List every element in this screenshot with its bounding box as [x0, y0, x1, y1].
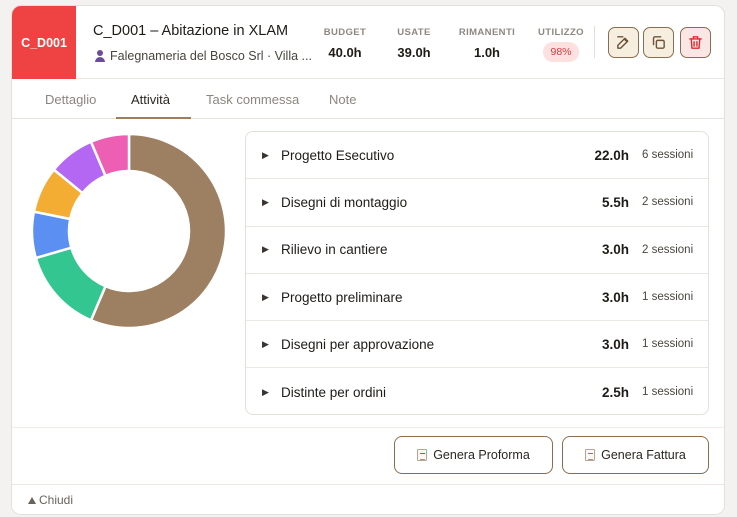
- person-icon: [94, 50, 106, 62]
- activity-sessions: 2 sessioni: [642, 243, 694, 256]
- hours-donut-chart: [30, 132, 228, 330]
- activity-sessions: 1 sessioni: [642, 338, 694, 351]
- activity-name: Progetto Esecutivo: [281, 147, 395, 163]
- activity-name: Rilievo in cantiere: [281, 242, 388, 258]
- donut-slice: [34, 246, 108, 322]
- activity-name: Distinte per ordini: [281, 384, 387, 400]
- activity-row[interactable]: ▶ Distinte per ordini 2.5h 1 sessioni: [246, 368, 708, 414]
- card-footer: Chiudi: [12, 484, 724, 514]
- budget-label: BUDGET: [323, 27, 367, 38]
- donut-slice: [89, 132, 131, 178]
- remaining-label: RIMANENTI: [458, 27, 516, 38]
- project-code-badge: C_D001: [12, 6, 76, 79]
- stat-used: USATE 39.0h: [388, 27, 440, 60]
- activity-name: Disegni di montaggio: [281, 194, 408, 210]
- document-icon: [585, 449, 596, 461]
- remaining-value: 1.0h: [473, 45, 500, 60]
- usage-label: UTILIZZO: [538, 27, 584, 38]
- activity-hours: 3.0h: [601, 336, 629, 352]
- generate-proforma-button[interactable]: Genera Proforma: [394, 436, 553, 474]
- edit-icon: [617, 36, 629, 49]
- collapse-button[interactable]: Chiudi: [28, 493, 73, 507]
- delete-button[interactable]: [680, 27, 711, 58]
- edit-button[interactable]: [608, 27, 639, 58]
- project-title: C_D001 – Abitazione in XLAM: [93, 23, 289, 39]
- activity-hours: 2.5h: [601, 384, 629, 400]
- tab-note[interactable]: Note: [329, 92, 357, 107]
- caret-right-icon: ▶: [262, 196, 269, 207]
- used-label: USATE: [397, 27, 431, 38]
- budget-value: 40.0h: [328, 45, 362, 60]
- document-icon: [417, 449, 428, 461]
- activity-sessions: 1 sessioni: [642, 386, 694, 399]
- activity-row[interactable]: ▶ Progetto preliminare 3.0h 1 sessioni: [246, 274, 708, 322]
- tab-bar: Dettaglio Attività Task commessa Note: [12, 79, 724, 119]
- generate-invoice-label: Genera Fattura: [601, 448, 686, 462]
- activity-row[interactable]: ▶ Progetto Esecutivo 22.0h 6 sessioni: [246, 132, 708, 180]
- caret-right-icon: ▶: [262, 291, 269, 302]
- duplicate-button[interactable]: [643, 27, 674, 58]
- tab-task-commessa[interactable]: Task commessa: [206, 92, 300, 107]
- stat-remaining: RIMANENTI 1.0h: [454, 27, 520, 60]
- stat-budget: BUDGET 40.0h: [319, 27, 371, 60]
- activity-list: ▶ Progetto Esecutivo 22.0h 6 sessioni ▶ Diseg…: [245, 131, 709, 415]
- caret-right-icon: ▶: [262, 338, 269, 349]
- activity-row[interactable]: ▶ Rilievo in cantiere 3.0h 2 sessioni: [246, 227, 708, 274]
- trash-icon: [689, 36, 702, 49]
- caret-right-icon: ▶: [262, 386, 269, 397]
- activity-name: Progetto preliminare: [281, 289, 403, 305]
- used-value: 39.0h: [397, 45, 431, 60]
- caret-right-icon: ▶: [262, 244, 269, 255]
- activity-hours: 5.5h: [601, 194, 629, 210]
- header-divider: [594, 26, 595, 58]
- copy-icon: [652, 36, 665, 49]
- activity-hours: 3.0h: [601, 289, 629, 305]
- collapse-label: Chiudi: [39, 493, 74, 507]
- tab-dettaglio[interactable]: Dettaglio: [45, 92, 97, 107]
- active-tab-indicator: [116, 117, 191, 119]
- project-header: C_D001 C_D001 – Abitazione in XLAM Faleg…: [12, 6, 724, 79]
- client-line: Falegnameria del Bosco Srl · Villa ...: [94, 49, 312, 63]
- activity-sessions: 6 sessioni: [642, 149, 694, 162]
- activity-sessions: 1 sessioni: [642, 291, 694, 304]
- activity-sessions: 2 sessioni: [642, 196, 694, 209]
- generate-proforma-label: Genera Proforma: [433, 448, 530, 462]
- donut-slice: [89, 132, 228, 330]
- activity-row[interactable]: ▶ Disegni per approvazione 3.0h 1 sessioni: [246, 321, 708, 369]
- activity-name: Disegni per approvazione: [281, 336, 435, 352]
- activity-row[interactable]: ▶ Disegni di montaggio 5.5h 2 sessioni: [246, 179, 708, 227]
- activity-hours: 3.0h: [601, 242, 629, 258]
- client-name: Falegnameria del Bosco Srl · Villa ...: [110, 49, 312, 63]
- activity-hours: 22.0h: [594, 147, 629, 163]
- project-card: C_D001 C_D001 – Abitazione in XLAM Faleg…: [11, 5, 725, 515]
- stat-usage: UTILIZZO 98%: [533, 27, 589, 62]
- usage-badge: 98%: [543, 42, 579, 62]
- chevron-up-icon: [28, 496, 36, 504]
- generate-invoice-button[interactable]: Genera Fattura: [562, 436, 709, 474]
- tab-attivita[interactable]: Attività: [131, 92, 171, 107]
- actions-divider: [12, 427, 724, 428]
- caret-right-icon: ▶: [262, 149, 269, 160]
